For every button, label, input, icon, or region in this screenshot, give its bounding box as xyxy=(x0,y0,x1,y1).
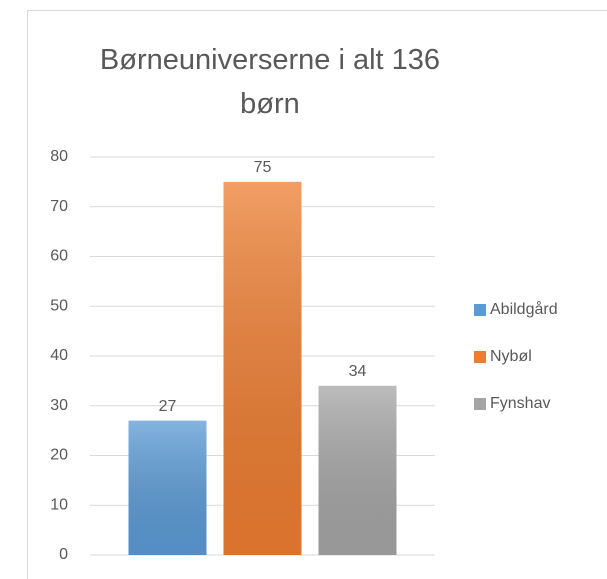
legend-label: Abildgård xyxy=(490,300,558,318)
y-tick-label: 30 xyxy=(50,397,68,414)
bar-shade xyxy=(318,385,397,555)
y-tick-label: 70 xyxy=(50,198,68,215)
data-label: 27 xyxy=(159,398,177,415)
legend-label: Nybøl xyxy=(490,348,532,365)
y-tick-label: 40 xyxy=(50,347,68,364)
legend-swatch xyxy=(474,304,486,316)
data-label: 75 xyxy=(254,159,272,176)
legend-label: Fynshav xyxy=(490,395,550,412)
chart-title: Børneuniverserne i alt 136 børn xyxy=(99,44,441,120)
y-tick-label: 60 xyxy=(50,248,68,265)
bar-shade xyxy=(128,420,207,555)
legend-swatch xyxy=(474,351,486,363)
y-tick-label: 20 xyxy=(50,447,68,464)
data-label: 34 xyxy=(349,363,367,380)
y-tick-label: 50 xyxy=(50,297,68,314)
legend-swatch xyxy=(474,398,486,410)
bar-shade xyxy=(223,181,302,555)
chart-border xyxy=(27,10,607,579)
y-tick-label: 10 xyxy=(50,496,68,513)
y-tick-label: 0 xyxy=(59,546,68,563)
y-tick-label: 80 xyxy=(50,148,68,165)
